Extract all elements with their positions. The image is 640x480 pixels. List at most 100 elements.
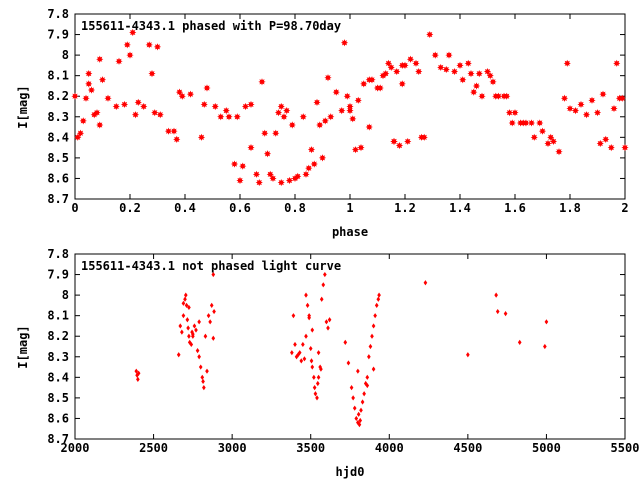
data-point: [308, 345, 313, 352]
data-point: [475, 70, 483, 78]
data-point: [310, 364, 315, 370]
data-point: [555, 148, 563, 156]
data-point: [382, 70, 390, 78]
data-point: [309, 358, 314, 364]
data-point: [459, 76, 467, 84]
data-point: [349, 115, 357, 123]
data-point: [305, 164, 313, 172]
y-axis-label: I[mag]: [16, 325, 30, 368]
data-point: [269, 174, 277, 183]
x-axis-label: hjd0: [336, 465, 365, 479]
data-point: [406, 55, 415, 63]
data-point: [357, 422, 362, 428]
data-point: [136, 370, 141, 376]
data-point: [352, 405, 357, 411]
data-point: [313, 98, 321, 106]
data-point: [387, 63, 395, 72]
data-point: [343, 339, 348, 345]
data-point: [307, 315, 311, 321]
data-point: [310, 327, 315, 333]
data-point: [304, 292, 308, 298]
data-point: [472, 82, 481, 90]
data-point: [187, 333, 191, 339]
data-point: [508, 119, 516, 127]
data-point: [194, 327, 198, 333]
data-point: [395, 141, 404, 150]
data-point: [356, 419, 360, 426]
data-point: [610, 104, 618, 113]
data-point: [197, 354, 201, 360]
data-point: [376, 296, 381, 302]
data-points: [134, 271, 549, 428]
data-point: [354, 415, 359, 422]
x-tick-label: 2000: [61, 441, 90, 455]
data-point: [153, 43, 162, 51]
data-point: [376, 84, 384, 92]
data-points: [71, 28, 629, 187]
data-point: [178, 92, 186, 100]
y-tick-label: 8.3: [47, 350, 69, 364]
data-point: [190, 329, 194, 335]
data-point: [377, 292, 381, 298]
data-point: [593, 109, 602, 117]
data-point: [233, 113, 241, 121]
data-point: [195, 348, 200, 354]
y-tick-label: 8.2: [47, 329, 69, 343]
data-point: [211, 102, 219, 111]
data-point: [466, 352, 470, 358]
data-point: [511, 109, 519, 117]
data-point: [599, 90, 607, 98]
data-point: [544, 319, 549, 325]
data-point: [145, 41, 153, 49]
y-tick-label: 8.5: [47, 151, 69, 165]
data-point: [206, 313, 211, 319]
x-tick-label: 3000: [218, 441, 247, 455]
data-point: [136, 376, 140, 382]
data-point: [301, 341, 305, 348]
unphased-light-curve-chart: 2000 2500 3000 3500 4000 4500 5000 5500 7.8 7.9 8 8…: [16, 247, 639, 479]
ticks: 0 0.2 0.4 0.6 0.8 1 1.2 1.4 1.6 1.8 2 7.8 7.9 8 8.1 8.2…: [47, 7, 628, 215]
y-tick-label: 8.7: [47, 192, 69, 206]
data-point: [134, 98, 142, 106]
x-tick-label: 2: [621, 201, 628, 215]
data-point: [536, 119, 544, 127]
data-point: [104, 94, 112, 102]
data-point: [280, 113, 288, 121]
data-point: [494, 92, 503, 100]
data-point: [464, 59, 472, 67]
data-point: [316, 121, 324, 129]
data-point: [164, 127, 173, 135]
data-point: [299, 113, 307, 121]
data-point: [93, 109, 101, 117]
data-point: [200, 100, 208, 109]
data-point: [332, 88, 340, 96]
data-point: [596, 139, 604, 148]
y-tick-label: 8.3: [47, 110, 69, 124]
data-point: [415, 67, 423, 76]
data-point: [71, 92, 79, 100]
data-point: [384, 59, 393, 67]
data-point: [255, 178, 263, 187]
data-point: [367, 354, 371, 360]
data-point: [181, 300, 186, 306]
data-point: [494, 292, 498, 298]
data-point: [368, 343, 373, 350]
data-point: [588, 96, 596, 104]
data-point: [186, 90, 195, 98]
data-point: [170, 127, 178, 135]
data-point: [82, 94, 90, 102]
data-point: [313, 391, 318, 397]
data-point: [607, 144, 615, 152]
data-point: [293, 341, 297, 348]
data-point: [120, 100, 129, 109]
data-point: [191, 331, 195, 337]
data-point: [302, 170, 310, 178]
data-point: [343, 92, 351, 100]
data-point: [315, 380, 320, 387]
data-point: [212, 308, 216, 315]
data-point: [324, 319, 329, 325]
y-tick-label: 8.7: [47, 432, 69, 446]
data-point: [354, 96, 362, 104]
x-tick-label: 5000: [532, 441, 561, 455]
y-tick-label: 7.9: [47, 268, 69, 282]
